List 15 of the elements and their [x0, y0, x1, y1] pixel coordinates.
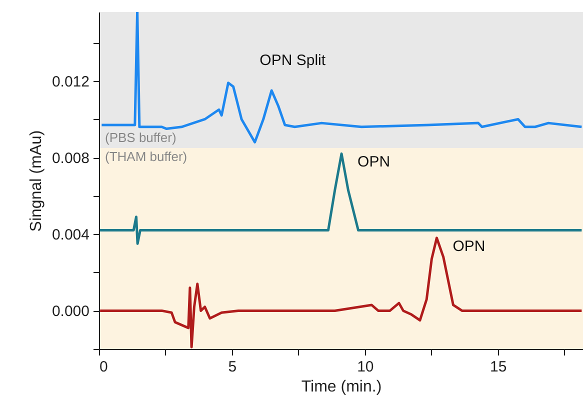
y-tick-label: 0.004	[52, 226, 90, 244]
y-tick-label: 0.012	[52, 73, 90, 90]
annotation: OPN	[452, 238, 486, 255]
x-tick-label: 10	[357, 358, 374, 376]
band-label: (PBS buffer)	[105, 130, 176, 145]
band-label: (THAM buffer)	[105, 148, 188, 164]
y-axis-title: Singnal (mAu)	[28, 130, 45, 232]
y-tick-label: 0.000	[52, 303, 90, 320]
x-tick-label: 0	[100, 358, 108, 376]
annotation: OPN	[358, 154, 390, 171]
annotation: OPN Split	[260, 52, 326, 69]
x-tick-label: 5	[228, 358, 237, 376]
x-tick-label: 15	[490, 358, 507, 376]
x-axis-title: Time (min.)	[301, 378, 382, 396]
y-tick-label: 0.008	[52, 150, 90, 168]
